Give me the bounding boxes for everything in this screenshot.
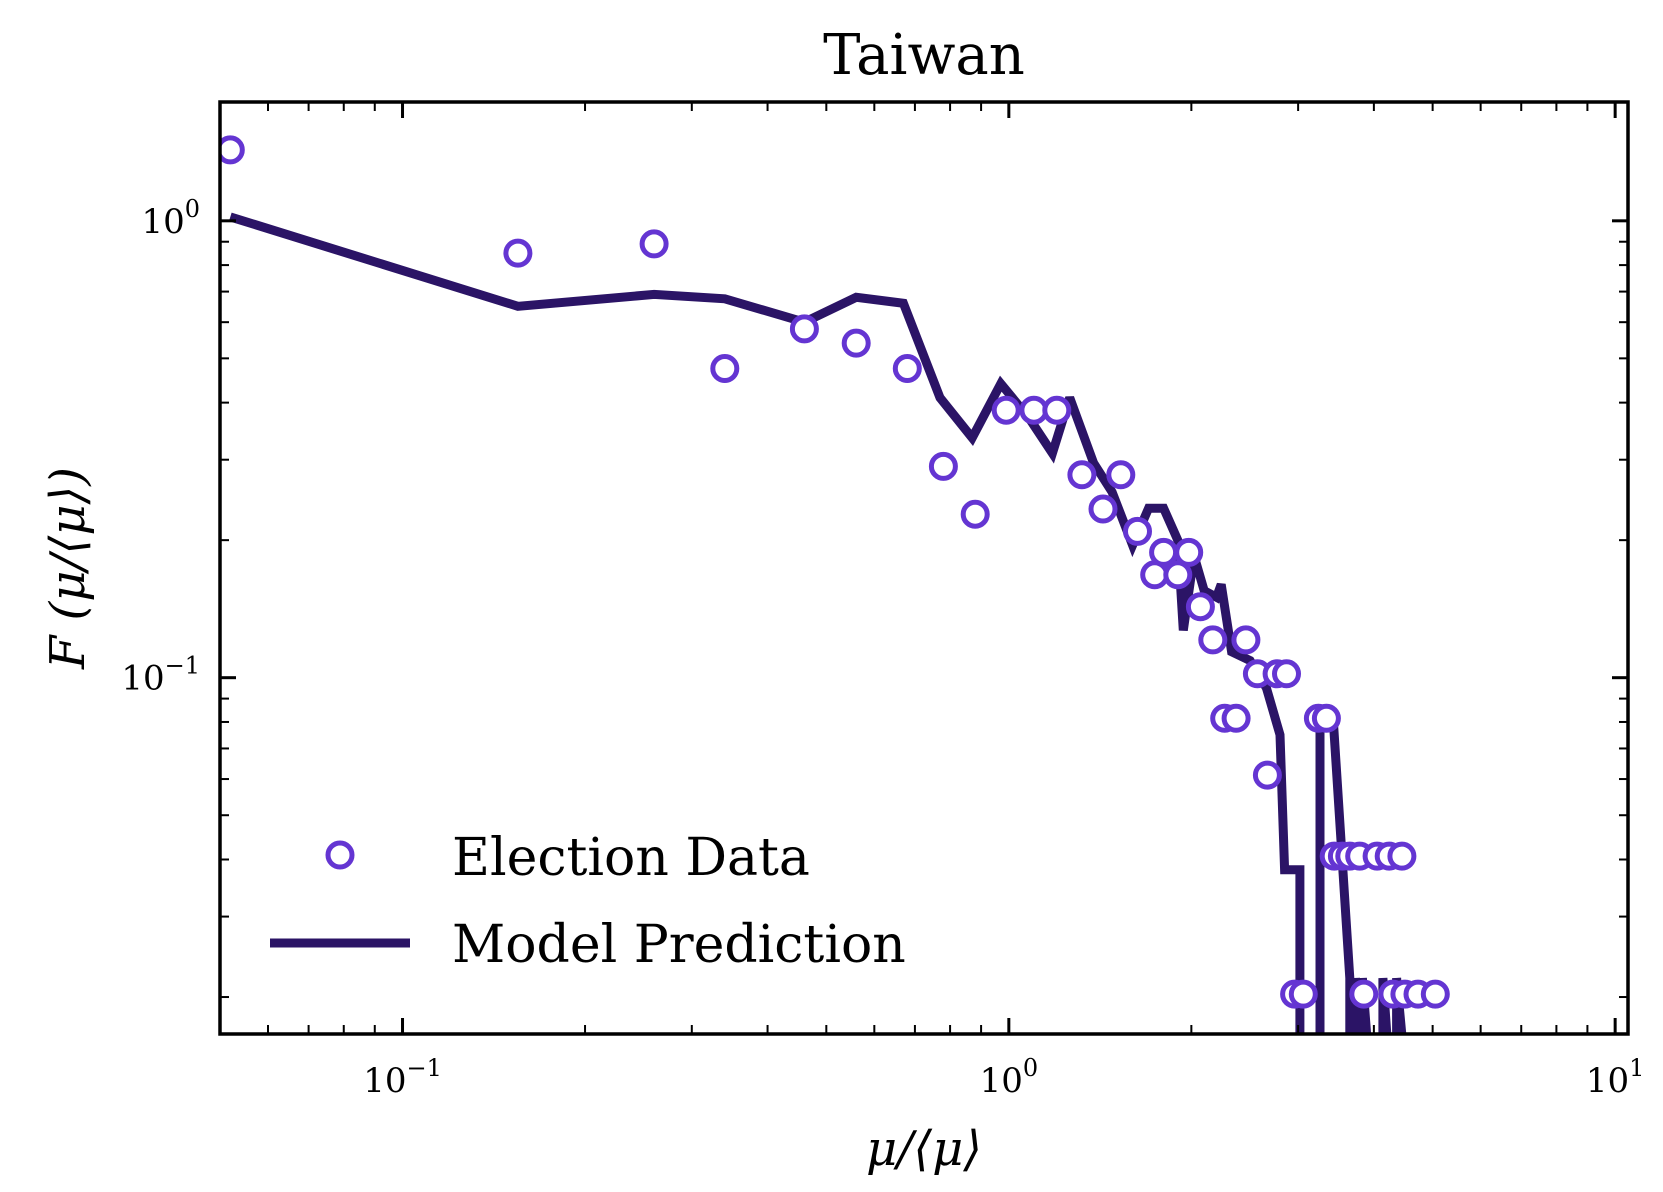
election-data-point [1349,979,1379,1009]
x-tick-label: 100 [980,1054,1039,1101]
y-tick-label: 100 [141,195,200,242]
election-data-point [1272,659,1301,689]
election-data-point [220,135,245,165]
x-tick-label: 101 [1586,1054,1645,1101]
legend-label-model-prediction: Model Prediction [452,915,906,975]
election-data-point [639,229,669,259]
election-data-point [789,314,819,344]
election-data-point [710,354,740,383]
election-data-point [1149,537,1179,567]
election-data-point [1420,979,1450,1009]
election-data-point [503,238,533,268]
x-tick-label: 10−1 [363,1054,442,1101]
election-data-point [960,499,990,529]
election-data-point [1198,625,1228,655]
y-axis-label: F (μ/⟨μ⟩) [40,467,96,670]
legend-label-election-data: Election Data [452,828,810,888]
election-data-point [841,328,871,358]
election-data-point [1221,703,1251,733]
election-data-point [1288,979,1318,1009]
x-axis-label: μ/⟨μ⟩ [866,1121,982,1177]
plot-frame [218,100,1630,1036]
y-tick-label: 10−1 [121,652,200,699]
election-data-point [1252,760,1282,790]
election-data-point [1174,537,1204,567]
election-data-point [928,451,958,481]
plot-series-layer [220,135,1450,1034]
election-data-point [1123,516,1152,546]
election-data-point [1067,460,1097,490]
election-data-point [1042,395,1072,425]
election-data-point [1231,625,1261,655]
chart-title: Taiwan [823,23,1025,88]
election-data-point [991,395,1021,425]
election-data-point [1311,703,1341,733]
model-prediction-line [228,212,1407,1034]
election-data-point [1387,841,1417,871]
election-data-point [1163,560,1193,590]
legend-marker-election-data [325,840,355,870]
election-data-point [1088,494,1118,524]
legend: Election Data Model Prediction [270,828,906,975]
election-data-point [1185,592,1215,622]
election-data-point [892,354,922,383]
election-data-point [1106,460,1136,490]
